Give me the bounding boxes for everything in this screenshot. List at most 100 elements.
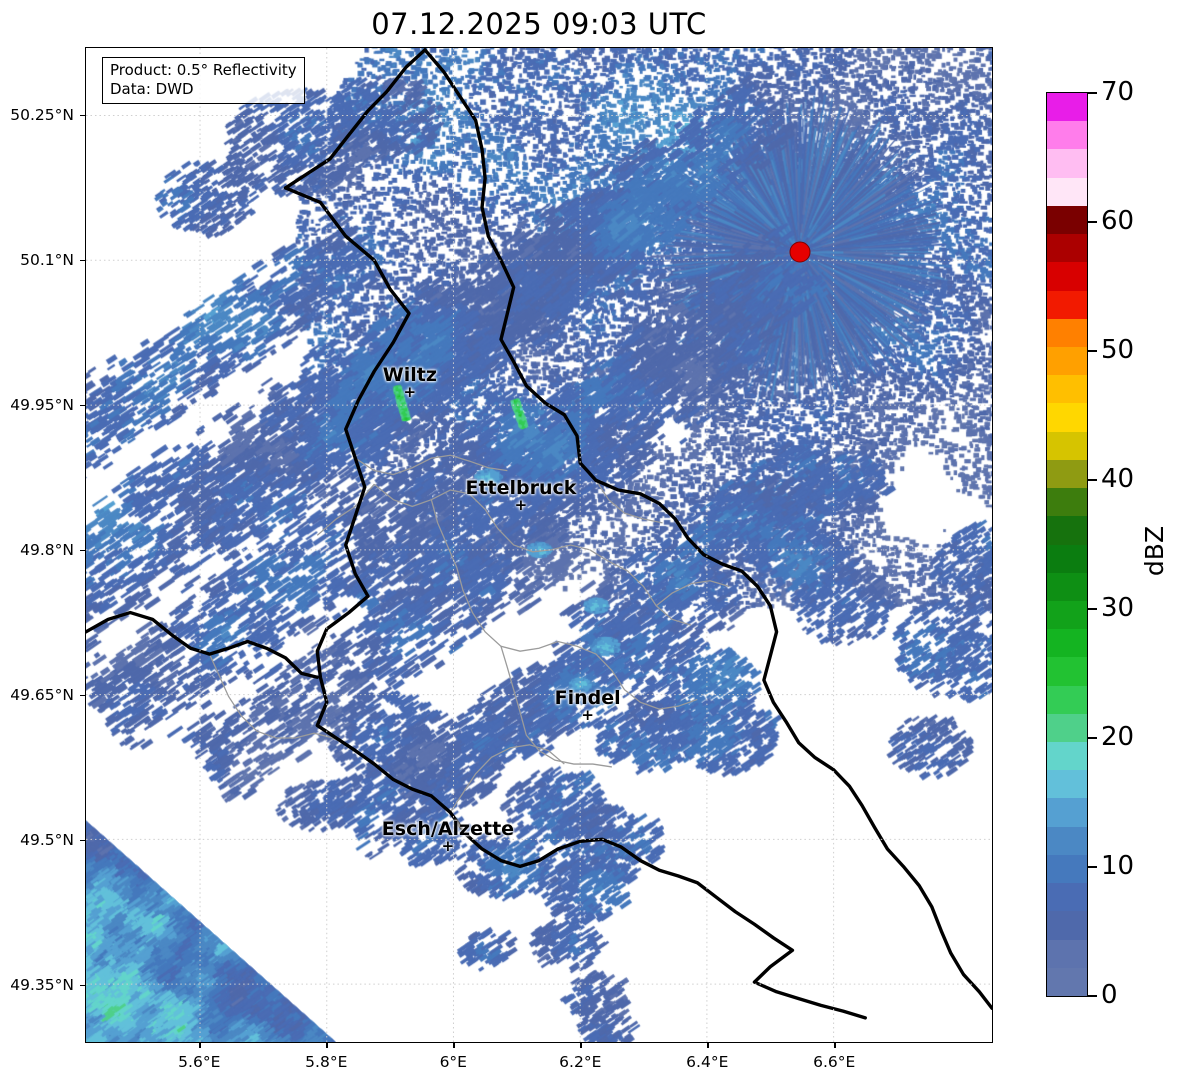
y-axis-tickmark (80, 114, 85, 117)
y-axis-tick-label: 49.8°N (20, 540, 74, 559)
administrative-boundary-path (316, 483, 375, 536)
colorbar-tick-label: 30 (1101, 593, 1135, 623)
colorbar-band-17 (1047, 488, 1087, 517)
national-border-path (86, 610, 319, 679)
city-marker-icon: + (581, 706, 594, 725)
map-label-layer: Wiltz + Ettelbruck + Findel + Esch/Alzette + (86, 48, 992, 1042)
y-axis-tick-label: 49.5°N (20, 830, 74, 849)
national-border-path (283, 48, 427, 190)
radar-map-plot: Wiltz + Ettelbruck + Findel + Esch/Alzette + Pr… (85, 47, 993, 1043)
x-axis-tickmark (580, 1043, 582, 1048)
colorbar-tick-label: 10 (1101, 851, 1135, 881)
colorbar-band-5 (1047, 826, 1087, 855)
colorbar-band-27 (1047, 205, 1087, 235)
colorbar-band-22 (1047, 346, 1087, 376)
product-info-box: Product: 0.5° Reflectivity Data: DWD (102, 57, 305, 104)
administrative-boundary-path (449, 744, 565, 813)
colorbar-band-1 (1047, 939, 1087, 968)
city-marker-icon: + (441, 836, 455, 855)
x-axis-tick-label: 5.6°E (178, 1053, 221, 1071)
data-source-line: Data: DWD (110, 80, 194, 98)
city-name: Findel (554, 687, 621, 710)
colorbar-band-2 (1047, 911, 1087, 940)
colorbar-band-4 (1047, 854, 1087, 884)
city-name: Ettelbruck (465, 477, 577, 500)
colorbar-tickmark (1088, 221, 1097, 223)
x-axis-tick-label: 6°E (439, 1053, 467, 1071)
colorbar-tickmark (1088, 350, 1097, 352)
colorbar-band-18 (1047, 459, 1087, 489)
colorbar-tick-label: 50 (1101, 335, 1135, 365)
national-border-path (283, 186, 867, 1020)
x-axis-tick-label: 5.8°E (305, 1053, 348, 1071)
colorbar-band-6 (1047, 798, 1087, 827)
y-axis-tick-label: 49.65°N (10, 685, 74, 704)
colorbar-band-31 (1047, 93, 1087, 122)
colorbar-band-15 (1047, 544, 1087, 573)
x-axis-tickmark (834, 1043, 836, 1048)
colorbar-tickmark (1088, 737, 1097, 739)
product-line: Product: 0.5° Reflectivity (110, 61, 297, 79)
radar-reflectivity-layer (86, 48, 992, 1042)
y-axis-tickmark (80, 984, 85, 987)
x-axis-tickmark (199, 1043, 201, 1048)
city-label-ettelbruck: Ettelbruck + (465, 477, 577, 515)
y-axis-tick-label: 49.35°N (10, 975, 74, 994)
colorbar-band-0 (1047, 967, 1087, 996)
colorbar-band-20 (1047, 403, 1087, 432)
x-axis-tick-label: 6.6°E (813, 1053, 856, 1071)
x-axis-tickmark (326, 1043, 328, 1048)
y-axis-tickmark (80, 259, 85, 262)
colorbar-tick-label: 40 (1101, 464, 1135, 494)
colorbar-band-14 (1047, 572, 1087, 601)
y-axis-tick-label: 49.95°N (10, 395, 74, 414)
city-label-esch-alzette: Esch/Alzette + (381, 817, 515, 855)
colorbar-band-19 (1047, 431, 1087, 460)
colorbar-band-12 (1047, 629, 1087, 658)
administrative-boundary-path (208, 653, 353, 749)
x-axis-tickmark (453, 1043, 455, 1048)
x-axis-tick-label: 6.4°E (686, 1053, 729, 1071)
radar-site-marker-icon (789, 241, 811, 263)
colorbar-band-11 (1047, 657, 1087, 686)
colorbar-band-3 (1047, 883, 1087, 912)
y-axis-tickmark (80, 549, 85, 552)
y-axis-tickmark (80, 839, 85, 842)
colorbar-tickmark (1088, 995, 1097, 997)
y-axis-tick-label: 50.1°N (20, 250, 74, 269)
administrative-boundary-path (655, 580, 730, 607)
colorbar-band-23 (1047, 318, 1087, 347)
colorbar-tick-label: 20 (1101, 722, 1135, 752)
colorbar-band-9 (1047, 713, 1087, 743)
city-label-wiltz: Wiltz + (382, 364, 437, 402)
geography-border-layer (86, 48, 992, 1020)
colorbar-band-30 (1047, 121, 1087, 150)
colorbar-band-8 (1047, 742, 1087, 771)
colorbar-tickmark (1088, 92, 1097, 94)
graticule-grid-layer (86, 48, 992, 1042)
page-title: 07.12.2025 09:03 UTC (371, 7, 707, 41)
colorbar-band-13 (1047, 600, 1087, 630)
administrative-boundary-path (500, 646, 612, 768)
colorbar-band-7 (1047, 770, 1087, 799)
x-axis-tick-label: 6.2°E (559, 1053, 602, 1071)
y-axis-tickmark (80, 694, 85, 697)
colorbar-tickmark (1088, 608, 1097, 610)
colorbar-tick-label: 0 (1101, 980, 1118, 1010)
colorbar-title: dBZ (1140, 525, 1169, 577)
city-name: Esch/Alzette (381, 817, 515, 840)
colorbar-band-24 (1047, 290, 1087, 319)
colorbar-band-29 (1047, 149, 1087, 178)
colorbar-band-21 (1047, 375, 1087, 404)
colorbar-band-25 (1047, 262, 1087, 291)
colorbar-band-28 (1047, 177, 1087, 206)
national-border-path (423, 48, 992, 1010)
city-marker-icon: + (514, 496, 528, 515)
administrative-boundary-path (430, 499, 698, 710)
colorbar (1046, 92, 1088, 997)
colorbar-tick-label: 60 (1101, 206, 1135, 236)
city-marker-icon: + (403, 383, 417, 402)
city-label-findel: Findel + (554, 687, 621, 725)
colorbar-tickmark (1088, 479, 1097, 481)
city-name: Wiltz (382, 364, 437, 387)
